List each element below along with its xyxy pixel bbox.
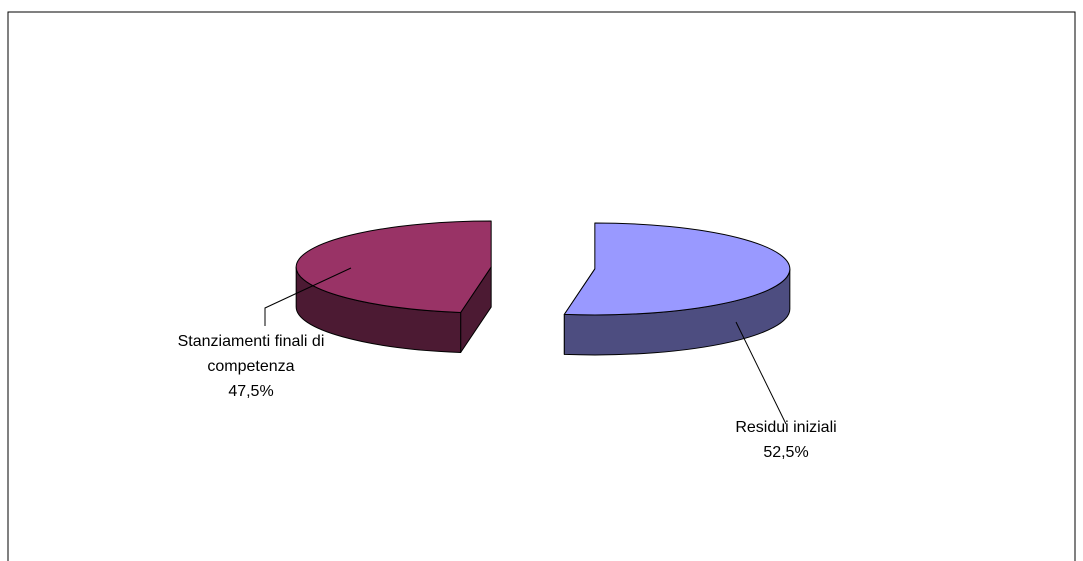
leader-line-2 [264, 267, 352, 326]
pie-slice-2-top [295, 220, 492, 313]
pie-slice-2 [295, 220, 492, 353]
data-label-category-2: Stanziamenti finali di [178, 333, 325, 350]
data-label-percent-1: 52,5% [763, 444, 808, 461]
pie-slice-1 [563, 222, 791, 356]
data-label-category-1: Residui iniziali [735, 419, 836, 436]
data-label-category-2: competenza [207, 358, 294, 375]
pie-slice-1-top [563, 222, 791, 316]
data-label-percent-2: 47,5% [228, 383, 273, 400]
leader-line-1 [735, 321, 787, 425]
chart-border [7, 11, 1076, 561]
